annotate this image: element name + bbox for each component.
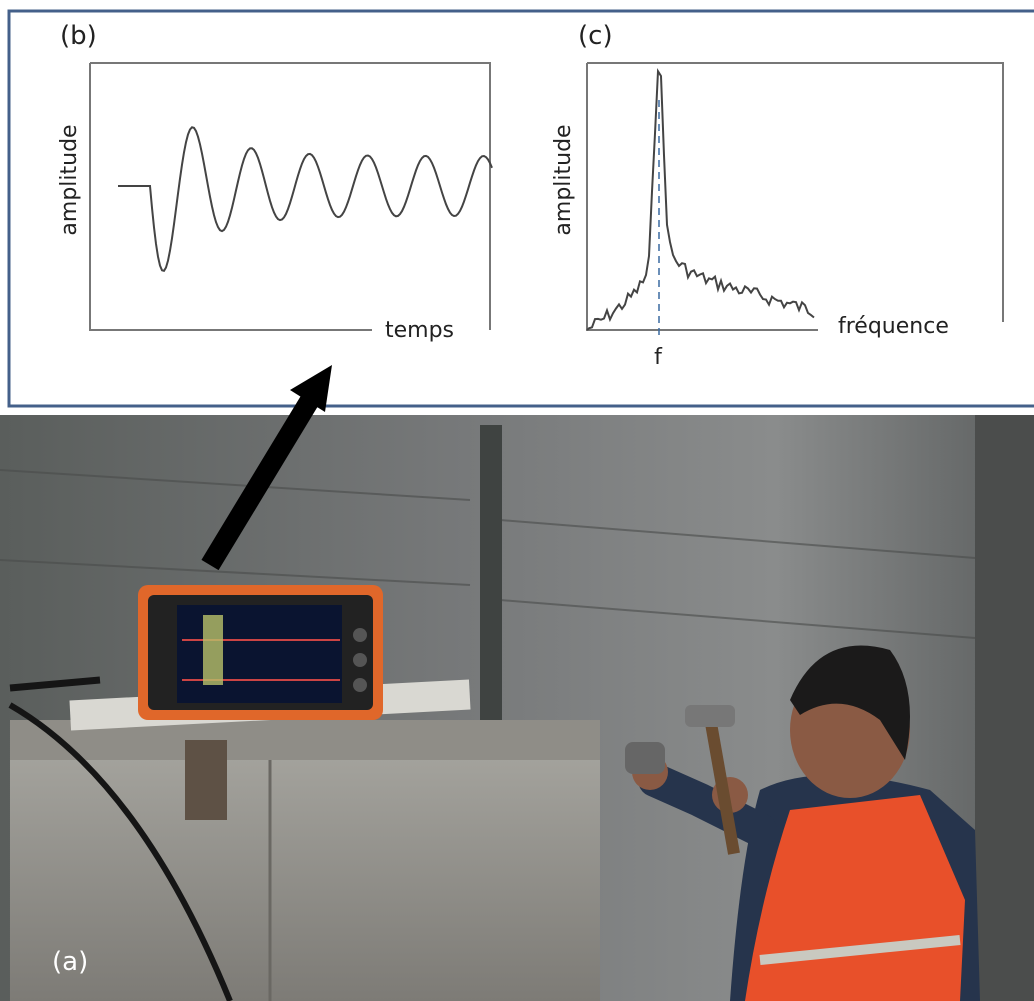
panel-label: (c)	[578, 21, 613, 51]
x-axis-label: temps	[385, 318, 454, 343]
device-screen	[177, 605, 342, 703]
figure: (a) (b) amplitude temps (c) amplitude fr…	[0, 0, 1034, 1001]
panel-label: (b)	[60, 21, 97, 51]
latch	[185, 740, 227, 820]
pipe	[480, 425, 502, 725]
hammer-head	[685, 705, 735, 727]
wall-edge	[975, 415, 1034, 1001]
y-axis-label: amplitude	[551, 124, 576, 235]
y-axis-label: amplitude	[57, 124, 82, 235]
peak-label: f	[654, 345, 663, 370]
photo-label: (a)	[52, 947, 88, 977]
device-button	[353, 628, 367, 642]
sensor	[625, 742, 665, 774]
x-axis-label: fréquence	[838, 314, 949, 339]
device-button	[353, 678, 367, 692]
screen-trace	[203, 615, 223, 685]
cabinet	[10, 720, 600, 1001]
device-button	[353, 653, 367, 667]
inset-frame	[9, 11, 1034, 406]
photo: (a)	[0, 415, 1034, 1001]
